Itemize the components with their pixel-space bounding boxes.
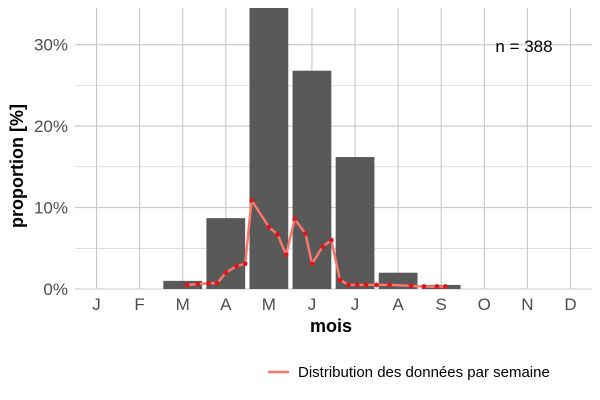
x-tick-label: J xyxy=(92,295,101,314)
x-tick-label: A xyxy=(220,295,232,314)
x-tick-label: J xyxy=(351,295,360,314)
y-tick-label: 20% xyxy=(34,117,68,136)
series-point xyxy=(434,284,440,289)
bar-j-6 xyxy=(292,70,332,289)
annotation-n: n = 388 xyxy=(495,37,552,56)
series-point xyxy=(283,252,289,258)
x-tick-label: O xyxy=(478,295,491,314)
series-point xyxy=(328,237,334,243)
series-point xyxy=(443,284,448,289)
legend: Distribution des données par semaine xyxy=(268,364,550,381)
series-point xyxy=(214,280,220,286)
x-tick-label: J xyxy=(308,295,317,314)
weekly-distribution-points xyxy=(184,197,448,289)
series-point xyxy=(292,216,298,222)
series-point xyxy=(363,282,369,288)
series-point xyxy=(387,282,392,288)
y-tick-label: 10% xyxy=(34,199,68,218)
bars xyxy=(163,8,461,289)
series-point xyxy=(195,281,201,287)
x-tick-label: F xyxy=(134,295,144,314)
y-tick-label: 30% xyxy=(34,36,68,55)
bar-j-7 xyxy=(335,157,375,289)
series-point xyxy=(303,231,308,237)
legend-label: Distribution des données par semaine xyxy=(298,364,550,381)
series-point xyxy=(249,197,255,203)
series-point xyxy=(184,282,190,288)
series-point xyxy=(354,282,360,288)
bar-a-4 xyxy=(206,218,246,289)
series-point xyxy=(242,261,248,267)
bar-m-3 xyxy=(163,280,203,289)
x-axis-title: mois xyxy=(310,316,352,336)
y-tick-label: 0% xyxy=(43,280,68,299)
x-tick-label: A xyxy=(392,295,404,314)
y-axis-title: proportion [%] xyxy=(7,104,27,228)
series-point xyxy=(309,261,315,267)
y-tick-labels: 0% 10% 20% 30% xyxy=(34,36,68,299)
series-point xyxy=(346,282,351,288)
x-tick-label: M xyxy=(262,295,276,314)
series-point xyxy=(275,232,280,237)
series-point xyxy=(234,263,239,269)
x-tick-label: D xyxy=(564,295,576,314)
series-point xyxy=(266,224,272,230)
series-point xyxy=(408,283,414,289)
series-point xyxy=(421,284,427,289)
series-point xyxy=(206,280,211,286)
x-tick-label: N xyxy=(521,295,533,314)
series-point xyxy=(374,282,379,288)
series-point xyxy=(337,277,343,283)
series-point xyxy=(320,244,326,250)
series-point xyxy=(223,270,229,276)
x-tick-label: M xyxy=(176,295,190,314)
x-tick-label: S xyxy=(436,295,447,314)
